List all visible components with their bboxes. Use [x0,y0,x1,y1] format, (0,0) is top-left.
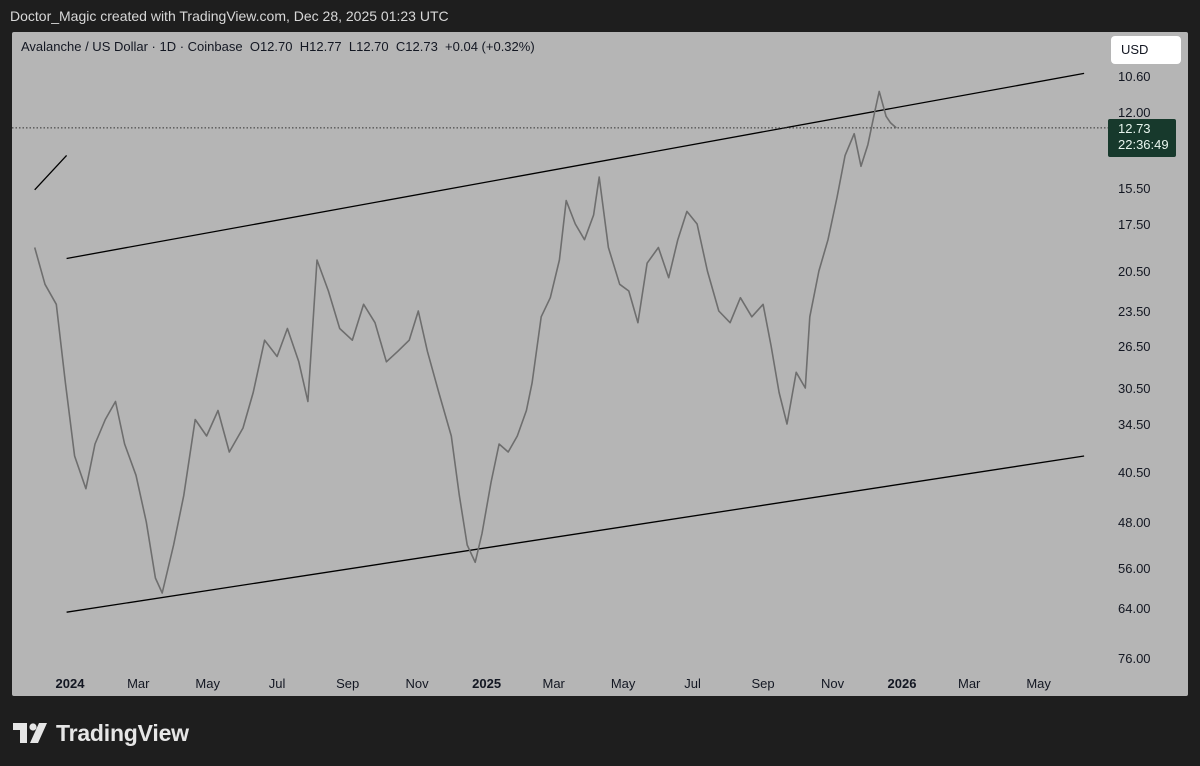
y-tick-label: 40.50 [1118,465,1151,480]
chart-caption: Doctor_Magic created with TradingView.co… [10,8,449,24]
trendline-1 [34,154,68,191]
x-tick-label: Nov [406,676,430,691]
legend-open: O12.70 [249,39,293,54]
last-price-value: 12.73 [1118,121,1151,136]
y-tick-label: 10.60 [1118,69,1151,84]
last-price-tag: 12.73 22:36:49 [1108,119,1176,157]
y-tick-label: 15.50 [1118,181,1151,196]
chart-panel[interactable]: 10.60 12.00 15.50 17.50 20.50 23.50 26.50 30.50… [12,32,1188,696]
trendline-2 [66,72,1085,260]
chart-caption-bar: Doctor_Magic created with TradingView.co… [0,0,1200,32]
x-tick-label: 2026 [888,676,917,691]
y-tick-label: 17.50 [1118,217,1151,232]
x-tick-label: Mar [958,676,981,691]
x-tick-label: Jul [684,676,701,691]
y-tick-label: 48.00 [1118,515,1151,530]
x-tick-label: Jul [269,676,286,691]
y-tick-label: 26.50 [1118,339,1151,354]
y-tick-label: 34.50 [1118,417,1151,432]
x-tick-label: May [611,676,636,691]
x-tick-label: May [195,676,220,691]
y-tick-label: 20.50 [1118,264,1151,279]
brand-name: TradingView [56,720,189,746]
price-series-line [33,90,897,594]
x-tick-label: Sep [336,676,359,691]
x-tick-label: Mar [127,676,150,691]
tradingview-logo-icon [13,723,47,743]
legend-low: L12.70 [348,39,389,54]
x-tick-label: May [1026,676,1051,691]
bar-countdown: 22:36:49 [1118,137,1169,152]
legend-symbol: Avalanche / US Dollar · 1D · Coinbase [21,39,243,54]
x-tick-label: Mar [543,676,566,691]
y-tick-label: 56.00 [1118,561,1151,576]
trendline-3 [66,455,1085,613]
y-tick-label: 64.00 [1118,601,1151,616]
x-tick-label: 2024 [56,676,86,691]
y-tick-label: 23.50 [1118,304,1151,319]
x-tick-label: 2025 [472,676,501,691]
legend-change: +0.04 (+0.32%) [445,39,535,54]
y-tick-label: 76.00 [1118,651,1151,666]
currency-button[interactable]: USD [1111,36,1181,64]
legend-high: H12.77 [299,39,342,54]
x-tick-label: Nov [821,676,845,691]
y-tick-label: 30.50 [1118,381,1151,396]
y-tick-label: 12.00 [1118,105,1151,120]
legend-close: C12.73 [395,39,438,54]
price-chart[interactable]: 10.60 12.00 15.50 17.50 20.50 23.50 26.50 30.50… [12,32,1188,696]
ohlc-legend: Avalanche / US Dollar · 1D · Coinbase O1… [21,39,535,54]
x-tick-label: Sep [752,676,775,691]
